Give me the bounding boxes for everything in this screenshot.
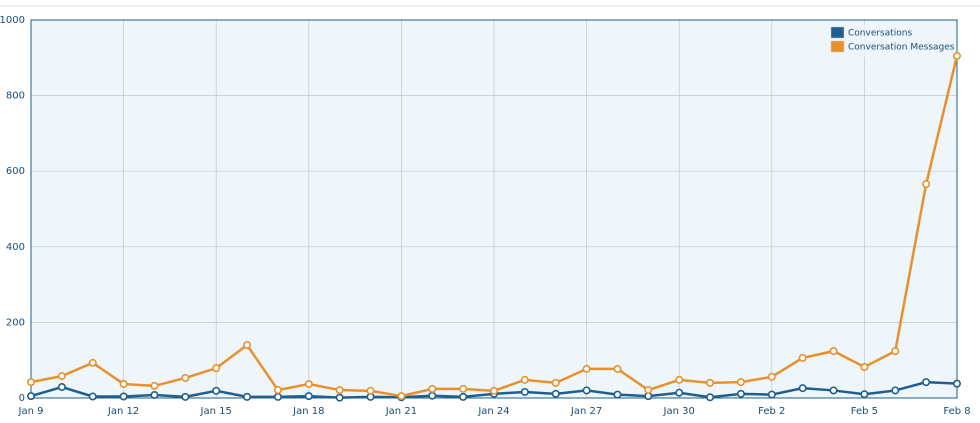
point — [273, 392, 282, 401]
point — [952, 379, 961, 388]
x-tick-label: Jan 30 — [663, 406, 695, 417]
point — [212, 364, 221, 373]
point — [551, 389, 560, 398]
plot-border — [30, 19, 958, 399]
x-tick-label: Jan 24 — [477, 406, 509, 417]
point — [675, 375, 684, 384]
point — [860, 390, 869, 399]
point — [304, 392, 313, 401]
point — [428, 384, 437, 393]
y-tick-label: 600 — [6, 166, 25, 177]
point — [952, 51, 961, 60]
point — [798, 353, 807, 362]
legend-label: Conversation Messages — [848, 43, 955, 53]
point — [212, 386, 221, 395]
x-tick-label: Feb 2 — [758, 406, 785, 417]
point — [119, 392, 128, 401]
point — [613, 364, 622, 373]
point — [428, 391, 437, 400]
point — [181, 373, 190, 382]
point — [520, 387, 529, 396]
point — [243, 392, 252, 401]
point — [582, 386, 591, 395]
x-tick-label: Jan 18 — [292, 406, 324, 417]
legend-swatch — [830, 40, 845, 53]
x-tick-label: Jan 15 — [200, 406, 232, 417]
x-tick-label: Feb 5 — [851, 406, 878, 417]
y-tick-label: 800 — [6, 91, 25, 102]
legend-swatch — [830, 26, 845, 39]
legend-label: Conversations — [848, 29, 913, 39]
point — [706, 378, 715, 387]
point — [459, 384, 468, 393]
x-tick-label: Jan 21 — [385, 406, 417, 417]
point — [922, 378, 931, 387]
point — [922, 180, 931, 189]
x-tick-label: Jan 12 — [107, 406, 139, 417]
point — [736, 378, 745, 387]
x-tick-label: Jan 9 — [18, 406, 44, 417]
point — [891, 386, 900, 395]
point — [26, 392, 35, 401]
point — [397, 392, 406, 401]
point — [767, 390, 776, 399]
point — [829, 347, 838, 356]
point — [798, 384, 807, 393]
point — [88, 392, 97, 401]
point — [613, 390, 622, 399]
point — [551, 378, 560, 387]
y-tick-label: 200 — [6, 317, 25, 328]
point — [57, 383, 66, 392]
y-tick-label: 0 — [19, 393, 25, 404]
point — [335, 386, 344, 395]
point — [891, 347, 900, 356]
x-tick-label: Jan 27 — [570, 406, 602, 417]
y-tick-label: 400 — [6, 242, 25, 253]
point — [582, 364, 591, 373]
point — [26, 378, 35, 387]
point — [150, 390, 159, 399]
point — [520, 375, 529, 384]
y-tick-label: 1000 — [0, 15, 25, 26]
point — [150, 381, 159, 390]
x-tick-label: Feb 8 — [943, 406, 970, 417]
point — [304, 380, 313, 389]
point — [88, 358, 97, 367]
point — [181, 392, 190, 401]
point — [675, 388, 684, 397]
point — [335, 393, 344, 402]
point — [366, 386, 375, 395]
point — [767, 372, 776, 381]
point — [119, 380, 128, 389]
point — [243, 341, 252, 350]
point — [489, 386, 498, 395]
legend-box — [829, 25, 953, 57]
point — [459, 392, 468, 401]
point — [736, 389, 745, 398]
point — [706, 393, 715, 402]
point — [829, 386, 838, 395]
point — [644, 386, 653, 395]
point — [860, 363, 869, 372]
point — [57, 372, 66, 381]
point — [273, 386, 282, 395]
